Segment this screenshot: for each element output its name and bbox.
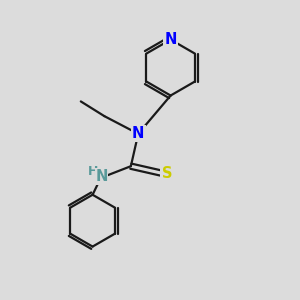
Text: N: N <box>164 32 177 47</box>
Text: N: N <box>95 169 108 184</box>
Text: N: N <box>132 126 144 141</box>
Text: S: S <box>161 166 172 181</box>
Text: H: H <box>87 165 98 178</box>
